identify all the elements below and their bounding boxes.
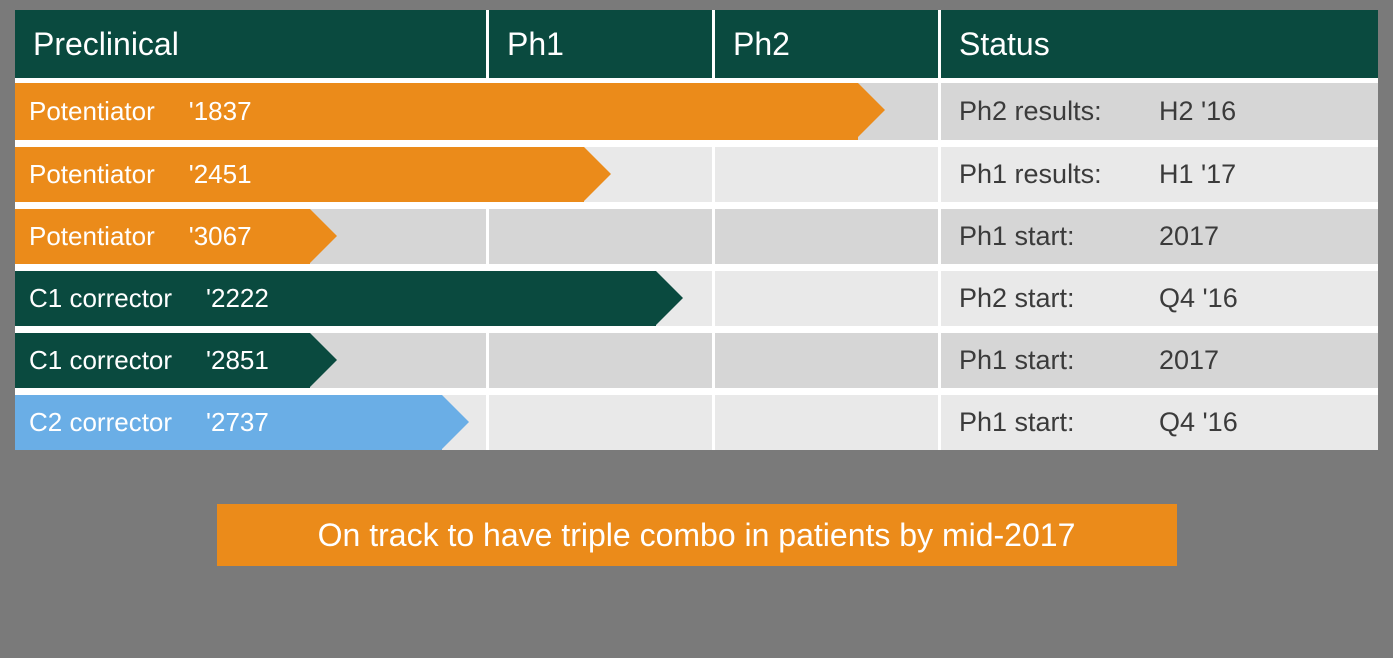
- status-cell: Ph1 start:2017: [941, 333, 1378, 388]
- status-key: Ph1 start:: [959, 345, 1159, 376]
- row-code: '3067: [189, 221, 252, 252]
- progress-bar: Potentiator '2451: [15, 147, 611, 202]
- status-cell: Ph1 results:H1 '17: [941, 147, 1378, 202]
- status-cell: Ph1 start:2017: [941, 209, 1378, 264]
- header-ph2: Ph2: [715, 10, 941, 78]
- arrowhead-icon: [584, 147, 611, 201]
- status-cell: Ph2 results:H2 '16: [941, 83, 1378, 140]
- row-code: '1837: [189, 96, 252, 127]
- status-value: 2017: [1159, 221, 1219, 252]
- row-code: '2222: [206, 283, 269, 314]
- pipeline-row: C1 corrector '2851 Ph1 start:2017: [15, 326, 1378, 388]
- callout-text: On track to have triple combo in patient…: [318, 517, 1076, 554]
- row-category: C1 corrector: [29, 345, 172, 376]
- status-key: Ph1 start:: [959, 407, 1159, 438]
- arrowhead-icon: [442, 395, 469, 449]
- header-label: Status: [959, 26, 1050, 63]
- phase-track: Potentiator '2451: [15, 147, 941, 202]
- row-category: C2 corrector: [29, 407, 172, 438]
- phase-seg: [715, 395, 941, 450]
- callout-banner: On track to have triple combo in patient…: [217, 504, 1177, 566]
- progress-bar-body: Potentiator '2451: [15, 147, 584, 202]
- row-code: '2451: [189, 159, 252, 190]
- status-cell: Ph1 start:Q4 '16: [941, 395, 1378, 450]
- phase-seg: [489, 209, 715, 264]
- status-value: H1 '17: [1159, 159, 1236, 190]
- row-code: '2737: [206, 407, 269, 438]
- progress-bar: C1 corrector '2851: [15, 333, 337, 388]
- phase-track: C1 corrector '2851: [15, 333, 941, 388]
- phase-seg: [715, 209, 941, 264]
- pipeline-row: Potentiator '1837 Ph2 results:H2 '16: [15, 78, 1378, 140]
- header-label: Preclinical: [33, 26, 179, 63]
- progress-bar: Potentiator '1837: [15, 83, 885, 140]
- phase-track: Potentiator '3067: [15, 209, 941, 264]
- progress-bar-body: Potentiator '1837: [15, 83, 858, 140]
- status-key: Ph1 start:: [959, 221, 1159, 252]
- progress-bar: Potentiator '3067: [15, 209, 337, 264]
- chart-body: Potentiator'1837Ph2 results:H2 '16Potent…: [15, 78, 1378, 450]
- header-ph1: Ph1: [489, 10, 715, 78]
- row-category: C1 corrector: [29, 283, 172, 314]
- pipeline-row: C1 corrector '2222 Ph2 start:Q4 '16: [15, 264, 1378, 326]
- progress-bar-body: C1 corrector '2851: [15, 333, 310, 388]
- row-category: Potentiator: [29, 221, 155, 252]
- progress-bar-body: C2 corrector '2737: [15, 395, 442, 450]
- row-code: '2851: [206, 345, 269, 376]
- progress-bar: C1 corrector '2222: [15, 271, 683, 326]
- status-key: Ph1 results:: [959, 159, 1159, 190]
- progress-bar: C2 corrector '2737: [15, 395, 469, 450]
- phase-seg: [715, 333, 941, 388]
- status-value: 2017: [1159, 345, 1219, 376]
- status-value: Q4 '16: [1159, 283, 1238, 314]
- status-value: H2 '16: [1159, 96, 1236, 127]
- progress-bar-body: C1 corrector '2222: [15, 271, 656, 326]
- header-status: Status: [941, 10, 1378, 78]
- header-row: Preclinical Ph1 Ph2 Status: [15, 10, 1378, 78]
- pipeline-row: C2 corrector '2737 Ph1 start:Q4 '16: [15, 388, 1378, 450]
- arrowhead-icon: [310, 333, 337, 387]
- header-label: Ph1: [507, 26, 564, 63]
- phase-seg: [715, 271, 941, 326]
- phase-seg: [489, 395, 715, 450]
- phase-track: C1 corrector '2222: [15, 271, 941, 326]
- arrowhead-icon: [858, 83, 885, 137]
- status-value: Q4 '16: [1159, 407, 1238, 438]
- phase-track: Potentiator '1837: [15, 83, 941, 140]
- phase-track: C2 corrector '2737: [15, 395, 941, 450]
- header-preclinical: Preclinical: [15, 10, 489, 78]
- arrowhead-icon: [310, 209, 337, 263]
- pipeline-row: Potentiator '3067 Ph1 start:2017: [15, 202, 1378, 264]
- header-label: Ph2: [733, 26, 790, 63]
- arrowhead-icon: [656, 271, 683, 325]
- pipeline-chart: Preclinical Ph1 Ph2 Status Potentiator '1…: [15, 10, 1378, 450]
- row-category: Potentiator: [29, 159, 155, 190]
- status-key: Ph2 start:: [959, 283, 1159, 314]
- status-key: Ph2 results:: [959, 96, 1159, 127]
- row-category: Potentiator: [29, 96, 155, 127]
- pipeline-row: Potentiator '2451 Ph1 results:H1 '17: [15, 140, 1378, 202]
- phase-seg: [715, 147, 941, 202]
- status-cell: Ph2 start:Q4 '16: [941, 271, 1378, 326]
- phase-seg: [489, 333, 715, 388]
- progress-bar-body: Potentiator '3067: [15, 209, 310, 264]
